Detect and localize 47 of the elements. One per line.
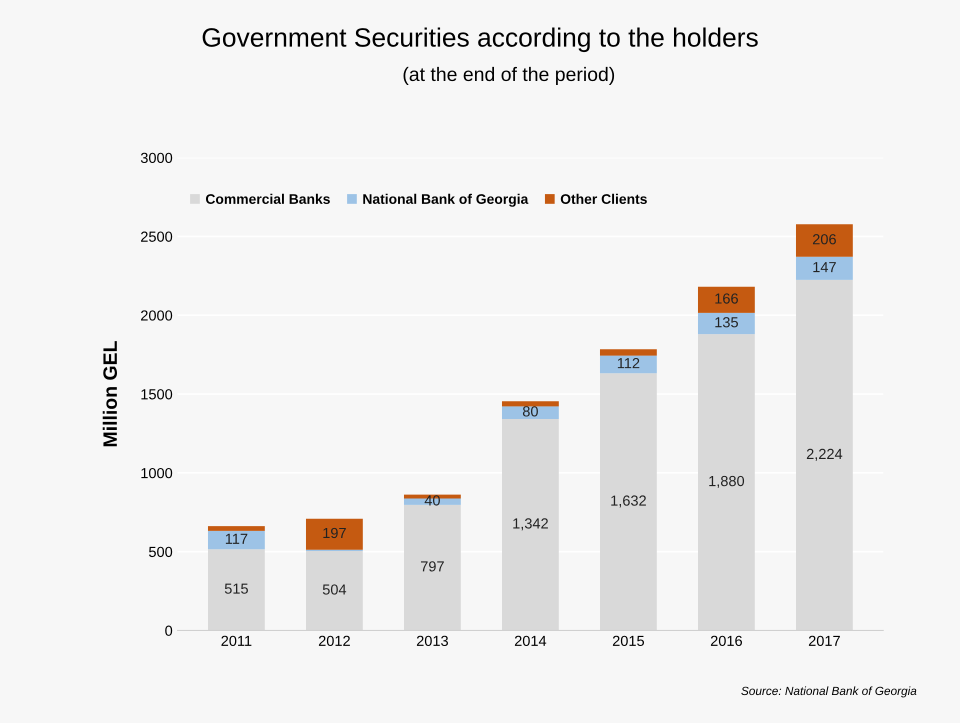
data-label: 147: [813, 262, 836, 272]
bar: [208, 526, 265, 531]
data-label: 166: [715, 293, 738, 304]
bar: [698, 286, 755, 313]
source-note: Source: National Bank of Georgia: [741, 686, 916, 698]
data-label: 117: [226, 534, 248, 544]
data-label: 2,224: [806, 448, 842, 461]
data-label: 1,880: [709, 476, 744, 488]
y-tick-label: 500: [148, 546, 172, 558]
data-label: 1,342: [513, 518, 548, 530]
data-label: 112: [618, 358, 640, 368]
x-tick-label: 2014: [514, 636, 546, 646]
y-axis-title: Million GEL: [102, 341, 118, 446]
chart-subtitle: (at the end of the period): [404, 66, 614, 85]
x-tick-label: 2012: [318, 636, 350, 646]
x-tick-label: 2011: [221, 636, 252, 646]
chart-title: Government Securities according to the holders: [202, 27, 758, 52]
data-label: 1,632: [611, 495, 646, 508]
legend-label: Other Clients: [560, 194, 647, 204]
data-label: 135: [715, 317, 738, 328]
bar: [796, 224, 853, 257]
x-tick-label: 2013: [416, 636, 448, 646]
data-label: 797: [420, 561, 444, 572]
bar: [600, 356, 657, 374]
y-tick-label: 1000: [141, 468, 172, 478]
data-label: 197: [323, 528, 346, 538]
data-label: 206: [812, 234, 836, 244]
y-tick-label: 2000: [141, 310, 172, 321]
x-tick-label: 2017: [808, 636, 840, 646]
legend-label: Commercial Banks: [206, 194, 330, 204]
bar: [698, 312, 755, 334]
bar: [502, 401, 559, 406]
bar: [796, 256, 853, 280]
bar: [306, 518, 363, 550]
x-tick-label: 2016: [710, 636, 742, 646]
legend-label: National Bank of Georgia: [363, 194, 528, 207]
bar: [502, 406, 559, 419]
data-label: 515: [224, 584, 248, 594]
x-tick-label: 2015: [612, 636, 644, 646]
y-tick-label: 1500: [141, 389, 172, 400]
y-tick-label: 3000: [140, 152, 172, 164]
bar: [600, 349, 657, 356]
data-label: 504: [322, 584, 346, 595]
y-tick-label: 2500: [141, 232, 172, 242]
y-tick-label: 0: [165, 626, 172, 636]
bar: [208, 530, 265, 550]
data-label: 80: [522, 406, 538, 417]
